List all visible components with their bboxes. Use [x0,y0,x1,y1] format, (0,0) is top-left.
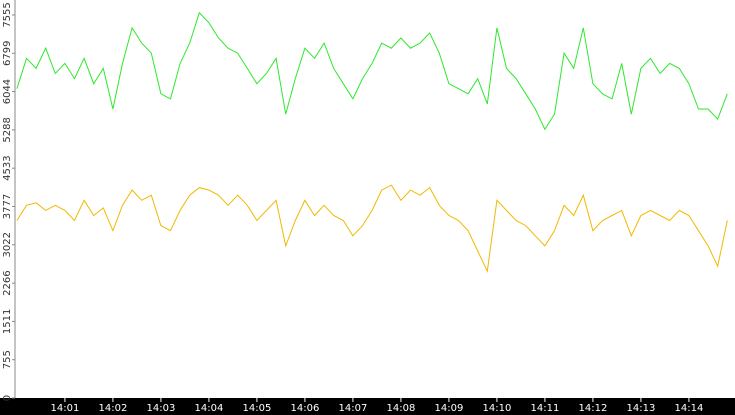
x-tick-label: 14:04 [195,403,224,414]
series-line [16,184,728,273]
x-tick-label: 14:09 [435,403,464,414]
y-tick-label: 6044 [2,79,13,104]
x-tick-label: 14:10 [483,403,512,414]
y-tick-label: 4533 [2,155,13,180]
y-tick-label: 2266 [2,270,13,295]
y-tick-label: 6799 [2,41,13,66]
x-axis-bar [0,398,735,415]
x-tick-label: 14:13 [627,403,656,414]
x-tick-label: 14:06 [291,403,320,414]
y-tick-label: 5288 [2,117,13,142]
x-tick-label: 14:03 [147,403,176,414]
x-tick-label: 14:12 [579,403,608,414]
y-tick-label: 3022 [2,232,13,257]
x-tick-label: 14:14 [675,403,704,414]
x-tick-label: 14:08 [387,403,416,414]
x-tick-label: 14:11 [531,403,560,414]
x-tick-label: 14:05 [243,403,272,414]
x-tick-label: 14:01 [51,403,80,414]
y-tick-label: 7555 [2,2,13,27]
x-tick-label: 14:02 [99,403,128,414]
series-line [16,11,728,131]
y-tick-label: 3777 [2,194,13,219]
y-tick-label: 0 [2,395,13,401]
x-tick-label: 14:07 [339,403,368,414]
y-tick-label: 1511 [2,309,13,334]
y-tick-label: 755 [2,350,13,369]
